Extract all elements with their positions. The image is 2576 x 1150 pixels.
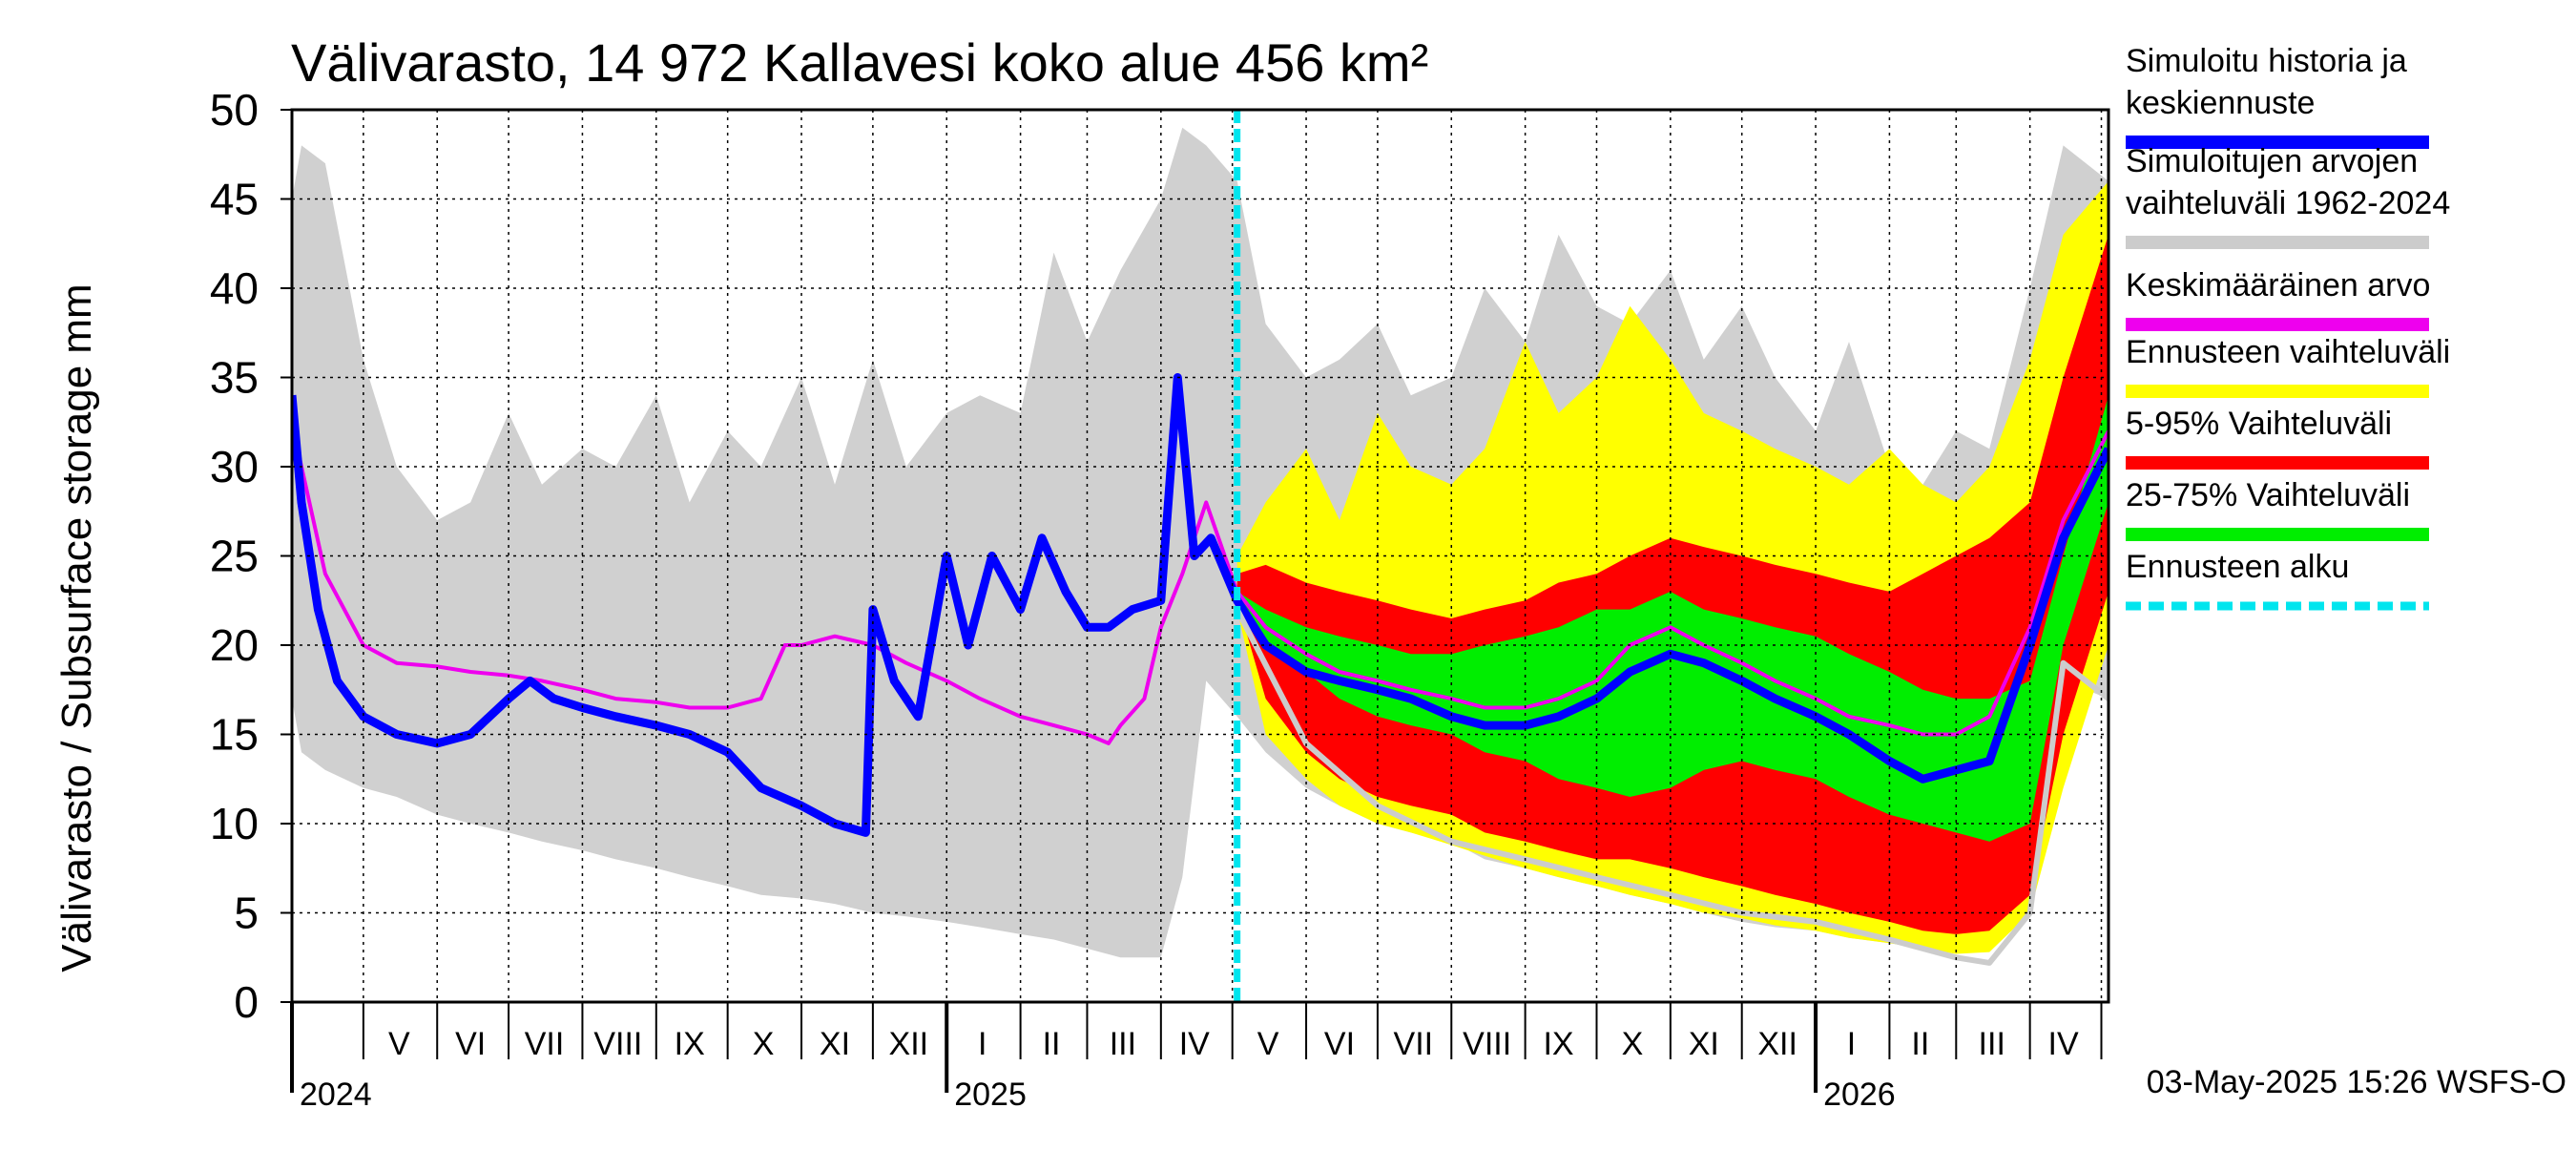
legend-label: Simuloitujen arvojen — [2126, 143, 2418, 179]
plot-area — [292, 127, 2109, 966]
y-tick-label: 5 — [234, 889, 259, 938]
y-tick-label: 25 — [210, 532, 259, 581]
x-month-label: X — [1622, 1026, 1644, 1062]
y-tick-label: 0 — [234, 977, 259, 1027]
x-month-label: III — [1979, 1026, 2005, 1062]
x-month-label: IX — [1543, 1026, 1573, 1062]
y-tick-label: 40 — [210, 263, 259, 313]
y-tick-label: 50 — [210, 85, 259, 135]
x-year-label: 2026 — [1823, 1077, 1896, 1113]
y-tick-label: 20 — [210, 620, 259, 670]
x-month-label: VIII — [593, 1026, 642, 1062]
y-tick-label: 15 — [210, 710, 259, 760]
x-month-label: XII — [889, 1026, 929, 1062]
timestamp-label: 03-May-2025 15:26 WSFS-O — [2147, 1064, 2566, 1100]
x-month-label: X — [753, 1026, 775, 1062]
x-month-label: II — [1043, 1026, 1061, 1062]
line-simulated-history-and-mean-forecast — [292, 373, 2109, 837]
x-month-label: VI — [1324, 1026, 1355, 1062]
x-month-label: VI — [455, 1026, 486, 1062]
x-month-label: VII — [525, 1026, 565, 1062]
x-month-label: V — [388, 1026, 410, 1062]
x-month-label: IV — [1179, 1026, 1210, 1062]
legend-label: 5-95% Vaihteluväli — [2126, 406, 2392, 442]
x-month-label: VIII — [1463, 1026, 1511, 1062]
y-tick-label: 35 — [210, 353, 259, 403]
y-tick-label: 10 — [210, 799, 259, 848]
x-month-label: II — [1911, 1026, 1929, 1062]
legend: Simuloitu historia ja keskiennuste Simuloi… — [2126, 43, 2450, 611]
legend-label: Keskimääräinen arvo — [2126, 267, 2430, 303]
legend-label: 25-75% Vaihteluväli — [2126, 477, 2410, 513]
legend-label: Ennusteen alku — [2126, 549, 2349, 585]
x-month-label: IX — [675, 1026, 705, 1062]
x-month-label: I — [978, 1026, 987, 1062]
line-mean-value — [292, 421, 2109, 745]
band-25-75-range — [1236, 395, 2109, 842]
x-year-label: 2025 — [954, 1077, 1027, 1113]
x-month-label: XII — [1757, 1026, 1797, 1062]
x-month-label: V — [1257, 1026, 1279, 1062]
x-month-label: VII — [1394, 1026, 1434, 1062]
chart-title: Välivarasto, 14 972 Kallavesi koko alue … — [291, 32, 1428, 93]
x-year-label: 2024 — [300, 1077, 372, 1113]
y-tick-label: 30 — [210, 442, 259, 491]
legend-label: keskiennuste — [2126, 85, 2315, 121]
x-month-label: I — [1847, 1026, 1856, 1062]
y-axis-label: Välivarasto / Subsurface storage mm — [53, 283, 100, 972]
legend-label: Simuloitu historia ja — [2126, 43, 2407, 79]
x-month-label: IV — [2048, 1026, 2079, 1062]
legend-label: vaihteluväli 1962-2024 — [2126, 185, 2450, 221]
x-month-label: III — [1110, 1026, 1136, 1062]
x-month-label: XI — [1689, 1026, 1719, 1062]
x-month-label: XI — [820, 1026, 850, 1062]
legend-label: Ennusteen vaihteluväli — [2126, 334, 2450, 370]
y-tick-label: 45 — [210, 175, 259, 224]
